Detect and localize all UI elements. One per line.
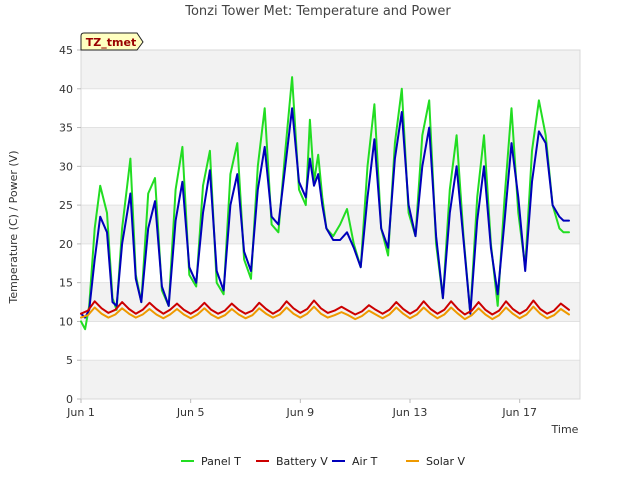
tz-tag: TZ_tmet (80, 32, 144, 51)
y-tick-label: 0 (66, 393, 73, 406)
legend: Panel T Battery V Air T Solar V (181, 455, 466, 468)
y-tick-label: 5 (66, 354, 73, 367)
grid-band (81, 360, 580, 399)
y-axis-label: Temperature (C) / Power (V) (7, 150, 20, 304)
y-tick-label: 15 (59, 277, 73, 290)
x-tick-label: Jun 13 (392, 406, 428, 419)
legend-item: Air T (332, 455, 378, 468)
plot-bands (81, 50, 580, 399)
legend-label: Air T (352, 455, 378, 468)
chart-title: Tonzi Tower Met: Temperature and Power (184, 4, 451, 19)
y-tick-label: 25 (59, 199, 73, 212)
x-tick-label: Jun 17 (501, 406, 537, 419)
x-tick-label: Jun 9 (285, 406, 314, 419)
series-lines (80, 76, 570, 331)
x-tick-label: Jun 1 (66, 406, 95, 419)
x-axis-label: Time (551, 423, 579, 436)
grid-band (81, 50, 580, 89)
y-tick-label: 45 (59, 44, 73, 57)
grid-band (81, 205, 580, 244)
plot-frame (80, 49, 581, 400)
legend-label: Battery V (276, 455, 328, 468)
x-axis-ticks: Jun 1 Jun 5 Jun 9 Jun 13 Jun 17 (66, 399, 537, 419)
tag-box (80, 32, 144, 51)
legend-label: Panel T (201, 455, 241, 468)
series-line-air-t (80, 107, 570, 319)
y-tick-label: 20 (59, 238, 73, 251)
legend-item: Battery V (256, 455, 328, 468)
series-line-battery-v (80, 299, 570, 316)
grid-band (81, 127, 580, 167)
x-tick-label: Jun 5 (176, 406, 205, 419)
y-tick-label: 30 (59, 160, 73, 173)
y-tick-label: 35 (59, 122, 73, 135)
legend-label: Solar V (426, 455, 466, 468)
y-tick-label: 10 (59, 315, 73, 328)
tag-label: TZ_tmet (86, 36, 136, 49)
series-line-solar-v (80, 305, 570, 321)
y-tick-label: 40 (59, 83, 73, 96)
y-axis-ticks: 0 5 10 15 20 25 30 35 40 45 (59, 44, 81, 406)
legend-item: Panel T (181, 455, 241, 468)
legend-item: Solar V (406, 455, 466, 468)
